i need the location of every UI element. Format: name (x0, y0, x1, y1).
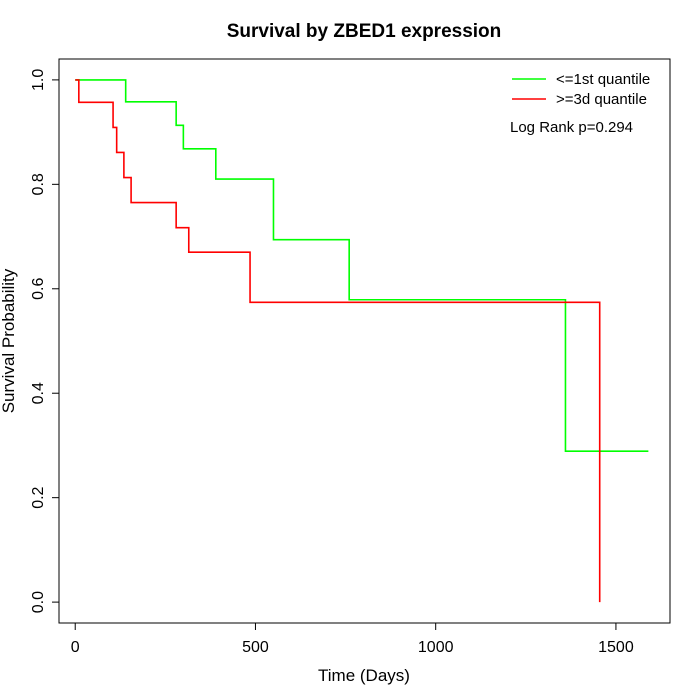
y-axis-label: Survival Probability (0, 268, 18, 413)
plot-frame (58, 58, 671, 624)
y-tick-label: 0.2 (30, 486, 47, 508)
log-rank-annotation: Log Rank p=0.294 (510, 119, 633, 136)
x-tick-label: 0 (71, 639, 80, 656)
legend-label: >=3d quantile (556, 91, 647, 108)
y-tick-label: 0.0 (30, 591, 47, 613)
chart-title: Survival by ZBED1 expression (227, 21, 502, 42)
x-tick-label: 1000 (418, 639, 454, 656)
series-line-1 (75, 79, 649, 452)
y-axis: 0.0 0.2 0.4 0.6 0.8 1.0 (30, 69, 60, 613)
series-line-2 (75, 79, 601, 603)
legend: <=1st quantile >=3d quantile (512, 71, 650, 108)
x-tick-label: 500 (242, 639, 269, 656)
y-tick-label: 0.4 (30, 382, 47, 404)
y-tick-label: 1.0 (30, 69, 47, 91)
legend-label: <=1st quantile (556, 71, 650, 88)
series-layer (75, 79, 649, 603)
x-axis: 0 500 1000 1500 (71, 622, 634, 656)
y-tick-label: 0.8 (30, 173, 47, 195)
y-tick-label: 0.6 (30, 278, 47, 300)
x-axis-label: Time (Days) (318, 666, 410, 685)
x-tick-label: 1500 (598, 639, 634, 656)
